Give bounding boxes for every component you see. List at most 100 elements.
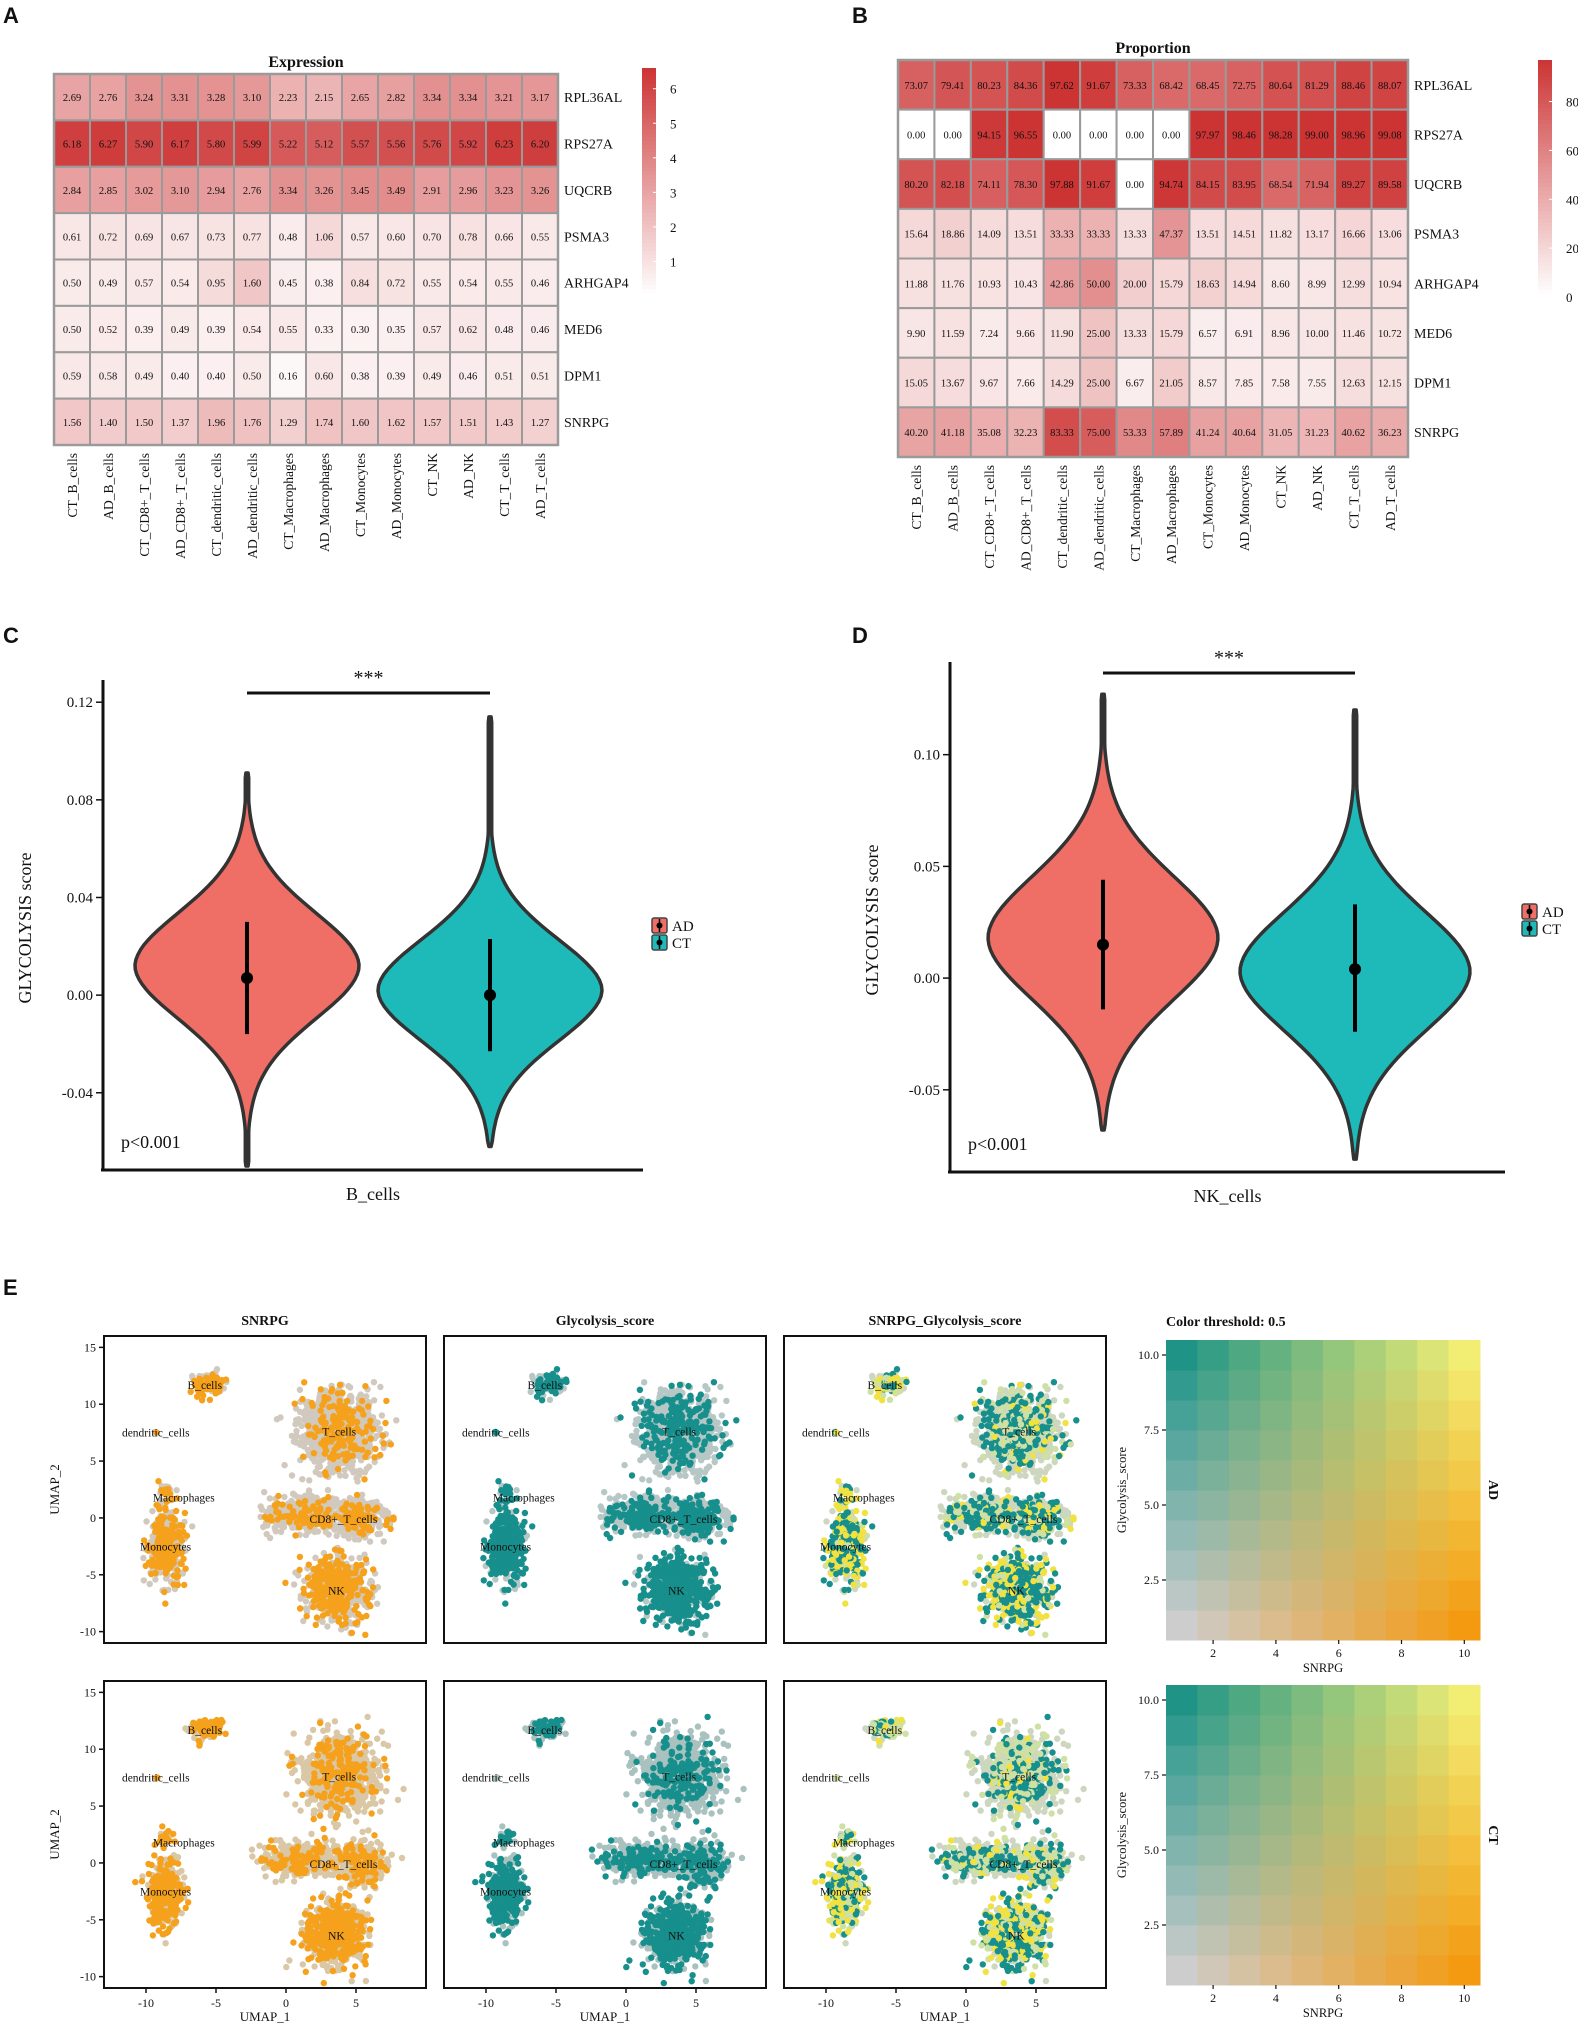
umap-point bbox=[669, 1389, 676, 1397]
heatmap-cell bbox=[897, 59, 936, 111]
umap-point bbox=[362, 1556, 370, 1563]
heatmap-cell-label: 0.60 bbox=[387, 232, 405, 243]
heatmap-cell-label: 0.48 bbox=[495, 325, 513, 336]
umap-panels: B_cellsdendritic_cellsMacrophagesMonocyt… bbox=[47, 1314, 1107, 2024]
umap-subplot-title: SNRPG bbox=[241, 1314, 289, 1329]
umap-point bbox=[317, 1386, 324, 1393]
colorbar-segment bbox=[1538, 245, 1552, 251]
heatmap-cell bbox=[341, 304, 379, 354]
colorbar-segment bbox=[1538, 210, 1552, 215]
heatmap-cell-label: 15.79 bbox=[1159, 329, 1183, 340]
heatmap-cell-label: 6.23 bbox=[495, 140, 513, 151]
umap-point bbox=[492, 1576, 499, 1583]
colorbar-segment bbox=[642, 90, 656, 96]
heatmap-cell-label: 0.00 bbox=[1126, 130, 1144, 141]
umap-point bbox=[358, 1446, 366, 1453]
heatmap-cell-label: 3.23 bbox=[495, 186, 513, 197]
heatmap-cell-label: 16.66 bbox=[1342, 230, 1366, 241]
heatmap-cell-label: 5.76 bbox=[423, 140, 441, 151]
heatmap-cell-label: 13.33 bbox=[1123, 230, 1147, 241]
umap-point bbox=[641, 1379, 648, 1386]
colorbar-segment bbox=[642, 273, 656, 278]
heatmap-cell bbox=[485, 258, 523, 307]
heatmap-cell-label: 32.23 bbox=[1014, 428, 1038, 439]
colorbar-tick-label: 1 bbox=[670, 254, 677, 269]
heatmap-cell-label: 0.77 bbox=[243, 232, 261, 243]
colorbar-segment bbox=[642, 212, 656, 217]
heatmap-cell-label: 99.08 bbox=[1378, 130, 1402, 141]
heatmap-cell-label: 72.75 bbox=[1232, 81, 1256, 92]
umap-point bbox=[311, 1528, 318, 1536]
umap-point bbox=[366, 1538, 374, 1545]
umap-point bbox=[261, 1488, 268, 1496]
colorbar-segment bbox=[1538, 107, 1552, 112]
col-label-ad-dendritic-cells: AD_dendritic_cells bbox=[245, 453, 260, 559]
y-tick-label: -0.05 bbox=[909, 1083, 940, 1099]
heatmap-cell-label: 0.00 bbox=[1089, 130, 1107, 141]
colorbar-segment bbox=[1538, 79, 1552, 85]
heatmap-cell bbox=[413, 258, 451, 307]
heatmap-cell bbox=[197, 397, 235, 446]
umap-point bbox=[346, 1384, 354, 1391]
umap-point bbox=[355, 1536, 363, 1543]
heatmap-cell-label: 8.57 bbox=[1198, 379, 1216, 390]
umap-point bbox=[331, 1446, 338, 1453]
colorbar-segment bbox=[642, 87, 656, 92]
umap-point bbox=[206, 1396, 214, 1404]
heatmap-cell-label: 80.23 bbox=[977, 81, 1001, 92]
y-tick-label: 0.10 bbox=[914, 748, 940, 764]
p-value-label: p<0.001 bbox=[121, 1132, 181, 1152]
colorbar-tick-label: 3 bbox=[670, 185, 677, 200]
heatmap-cell-label: 0.38 bbox=[351, 371, 369, 382]
y-tick-label: 0.08 bbox=[67, 793, 93, 809]
umap-point bbox=[300, 1519, 307, 1527]
row-label-snrpg: SNRPG bbox=[564, 416, 609, 431]
umap-point bbox=[292, 1532, 299, 1539]
colorbar-tick-label: 2 bbox=[670, 220, 677, 235]
heatmap-cell bbox=[125, 304, 163, 354]
umap-point bbox=[379, 1511, 386, 1519]
heatmap-cell-label: 0.39 bbox=[387, 371, 405, 382]
heatmap-cell-label: 14.29 bbox=[1050, 379, 1074, 390]
colorbar-segment bbox=[642, 231, 656, 236]
heatmap-cell bbox=[1188, 356, 1227, 409]
colorbar-segment bbox=[642, 277, 656, 282]
heatmap-cell-label: 89.27 bbox=[1342, 180, 1366, 191]
heatmap-cell-label: 0.72 bbox=[99, 232, 117, 243]
col-label-ct-t-cells: CT_T_cells bbox=[1346, 465, 1361, 529]
umap-point bbox=[308, 1399, 315, 1407]
umap-point bbox=[329, 1416, 337, 1423]
colorbar-tick-label: 60 bbox=[1566, 143, 1578, 158]
umap-point bbox=[373, 1432, 380, 1440]
col-label-ad-b-cells: AD_B_cells bbox=[101, 453, 116, 520]
umap-point bbox=[282, 1579, 289, 1587]
umap-point bbox=[379, 1432, 387, 1439]
colorbar-segment bbox=[642, 292, 656, 297]
umap-point bbox=[356, 1453, 363, 1460]
heatmap-cell bbox=[1224, 307, 1264, 359]
colorbar-segment bbox=[1538, 103, 1552, 108]
umap-point bbox=[297, 1500, 304, 1508]
row-label-rpl36al: RPL36AL bbox=[564, 91, 622, 106]
umap-point bbox=[376, 1530, 384, 1538]
colorbar-tick-label: 40 bbox=[1566, 192, 1578, 207]
colorbar-segment bbox=[1538, 75, 1552, 81]
colorbar-segment bbox=[1538, 194, 1552, 199]
heatmap-cell bbox=[1042, 207, 1082, 260]
heatmap-cell bbox=[1115, 59, 1154, 111]
heatmap-cell-label: 9.66 bbox=[1016, 329, 1034, 340]
heatmap-cell-label: 0.57 bbox=[351, 232, 369, 243]
umap-point bbox=[309, 1583, 316, 1590]
heatmap-cell-label: 0.39 bbox=[135, 325, 153, 336]
col-label-ad-cd8-t-cells: AD_CD8+_T_cells bbox=[173, 453, 188, 559]
umap-point bbox=[305, 1422, 312, 1430]
heatmap-cell-label: 3.02 bbox=[135, 186, 153, 197]
umap-y-tick-label: 15 bbox=[84, 1340, 96, 1354]
colorbar-segment bbox=[642, 79, 656, 84]
umap-point bbox=[329, 1385, 336, 1393]
row-label-snrpg: SNRPG bbox=[1414, 426, 1459, 441]
heatmap-cell bbox=[305, 73, 343, 122]
umap-point bbox=[167, 1561, 174, 1569]
heatmap-cell-label: 0.00 bbox=[943, 130, 961, 141]
umap-point bbox=[546, 1396, 554, 1404]
